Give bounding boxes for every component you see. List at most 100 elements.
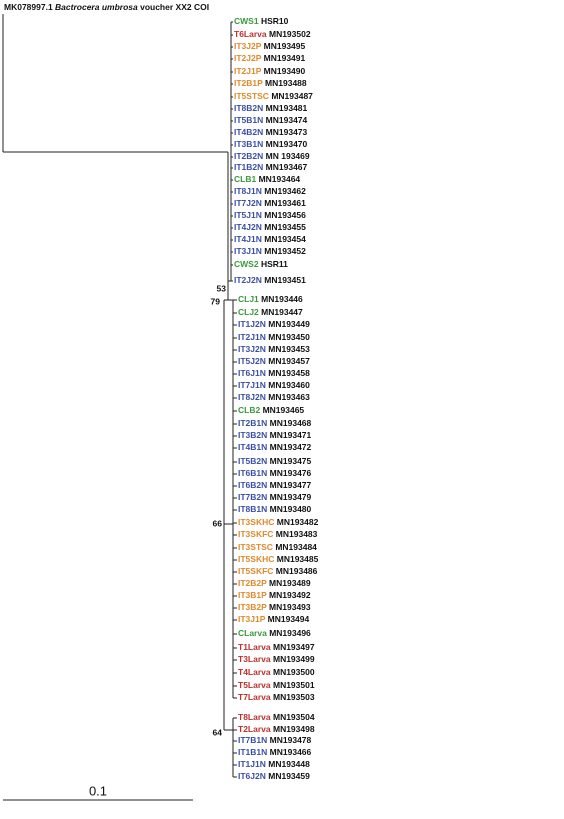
leaf-name: IT5B1N (234, 115, 263, 125)
leaf-name: IT4B2N (234, 127, 263, 137)
leaf-name: IT6J1N (238, 368, 266, 378)
leaf-name: CLB1 (234, 174, 256, 184)
leaf-name: IT1B2N (234, 162, 263, 172)
outgroup-label: MK078997.1 Bactrocera umbrosa voucher XX… (4, 2, 209, 12)
leaf-accession: HSR10 (261, 16, 289, 26)
leaf-accession: MN193474 (266, 115, 308, 125)
leaf-name: IT4J1N (234, 234, 262, 244)
leaf-label: IT8B2N MN193481 (234, 103, 308, 113)
leaf-name: T2Larva (238, 724, 271, 734)
leaf-label: T5Larva MN193501 (238, 680, 315, 690)
bootstrap-value: 66 (213, 518, 223, 528)
leaf-label: IT2B2N MN 193469 (234, 151, 310, 161)
leaf-name: T5Larva (238, 680, 271, 690)
leaf-name: IT2B2N (234, 151, 263, 161)
leaf-accession: MN193504 (273, 712, 315, 722)
leaf-label: IT3SKHC MN193482 (238, 517, 319, 527)
outgroup-description: voucher XX2 COI (140, 2, 209, 12)
leaf-accession: MN193463 (268, 392, 310, 402)
leaf-name: IT3SKHC (238, 517, 274, 527)
leaf-label: IT4J2N MN193455 (234, 222, 306, 232)
leaf-name: IT4B1N (238, 442, 267, 452)
leaf-accession: HSR11 (261, 259, 288, 269)
leaf-label: IT5B2N MN193475 (238, 456, 312, 466)
outgroup-species: Bactrocera umbrosa (55, 2, 138, 12)
leaf-label: IT2J2P MN193491 (234, 53, 305, 63)
leaf-name: IT3STSC (238, 542, 273, 552)
leaf-accession: MN193500 (273, 667, 315, 677)
leaf-name: IT8J1N (234, 186, 262, 196)
leaf-accession: MN193462 (264, 186, 306, 196)
leaf-label: T4Larva MN193500 (238, 667, 315, 677)
leaf-label: IT1B2N MN193467 (234, 162, 308, 172)
leaf-accession: MN193452 (264, 246, 306, 256)
scale-label: 0.1 (89, 783, 107, 798)
leaf-name: CLarva (238, 628, 267, 638)
leaf-label: IT7B1N MN193478 (238, 735, 312, 745)
leaf-name: IT5J2N (238, 356, 266, 366)
leaf-accession: MN193467 (266, 162, 308, 172)
leaf-label: CWS1 HSR10 (234, 16, 289, 26)
leaf-name: T7Larva (238, 692, 271, 702)
leaf-accession: MN193480 (270, 504, 312, 514)
leaf-label: CLB2 MN193465 (238, 405, 304, 415)
leaf-name: IT6J2N (238, 771, 266, 781)
leaf-accession: MN193495 (264, 41, 306, 51)
leaf-accession: MN193494 (268, 614, 310, 624)
leaf-label: IT1J2N MN193449 (238, 319, 310, 329)
leaf-label: IT5B1N MN193474 (234, 115, 308, 125)
leaf-accession: MN193471 (270, 430, 312, 440)
leaf-accession: MN193484 (275, 542, 317, 552)
leaf-name: IT3J2N (238, 344, 266, 354)
leaf-accession: MN193488 (265, 78, 307, 88)
leaf-accession: MN193448 (268, 759, 310, 769)
leaf-label: T2Larva MN193498 (238, 724, 315, 734)
leaf-name: IT3J1P (238, 614, 266, 624)
leaf-label: IT4J1N MN193454 (234, 234, 306, 244)
leaf-label: T6Larva MN193502 (234, 29, 311, 39)
leaf-accession: MN193476 (270, 468, 312, 478)
leaf-name: IT7B2N (238, 492, 267, 502)
leaf-label: T3Larva MN193499 (238, 654, 315, 664)
leaf-accession: MN193498 (273, 724, 315, 734)
leaf-label: IT2B2P MN193489 (238, 578, 311, 588)
leaf-label: IT8J1N MN193462 (234, 186, 306, 196)
leaf-accession: MN193465 (263, 405, 305, 415)
leaf-name: IT2J2P (234, 53, 262, 63)
leaf-accession: MN193457 (268, 356, 310, 366)
leaf-label: CLarva MN193496 (238, 628, 311, 638)
leaf-accession: MN193468 (270, 418, 312, 428)
leaf-name: CWS1 (234, 16, 259, 26)
leaf-accession: MN193447 (261, 307, 303, 317)
leaf-accession: MN193446 (261, 294, 303, 304)
leaf-name: IT7B1N (238, 735, 267, 745)
leaf-accession: MN193458 (268, 368, 310, 378)
leaf-accession: MN193449 (268, 319, 310, 329)
leaf-name: IT3B1P (238, 590, 267, 600)
leaf-accession: MN193460 (268, 380, 310, 390)
leaf-accession: MN193481 (266, 103, 308, 113)
leaf-name: CLJ1 (238, 294, 259, 304)
leaf-label: IT7B2N MN193479 (238, 492, 312, 502)
leaf-accession: MN193461 (264, 198, 306, 208)
leaf-name: IT7J2N (234, 198, 262, 208)
leaf-accession: MN193483 (276, 529, 318, 539)
leaf-accession: MN193496 (269, 628, 311, 638)
leaf-name: IT4J2N (234, 222, 262, 232)
leaf-label: CLJ1 MN193446 (238, 294, 303, 304)
leaf-name: IT3B2P (238, 602, 267, 612)
leaf-label: IT7J2N MN193461 (234, 198, 306, 208)
leaf-label: CWS2 HSR11 (234, 259, 288, 269)
leaf-label: IT7J1N MN193460 (238, 380, 310, 390)
leaf-name: IT5SKHC (238, 554, 274, 564)
leaf-name: T8Larva (238, 712, 271, 722)
leaf-name: IT5J1N (234, 210, 262, 220)
leaf-label: IT3B1P MN193492 (238, 590, 311, 600)
leaf-label: IT3B2N MN193471 (238, 430, 312, 440)
leaf-label: T1Larva MN193497 (238, 642, 315, 652)
leaf-label: T7Larva MN193503 (238, 692, 315, 702)
leaf-accession: MN193464 (259, 174, 301, 184)
leaf-accession: MN193479 (270, 492, 312, 502)
leaf-label: IT5SKHC MN193485 (238, 554, 319, 564)
